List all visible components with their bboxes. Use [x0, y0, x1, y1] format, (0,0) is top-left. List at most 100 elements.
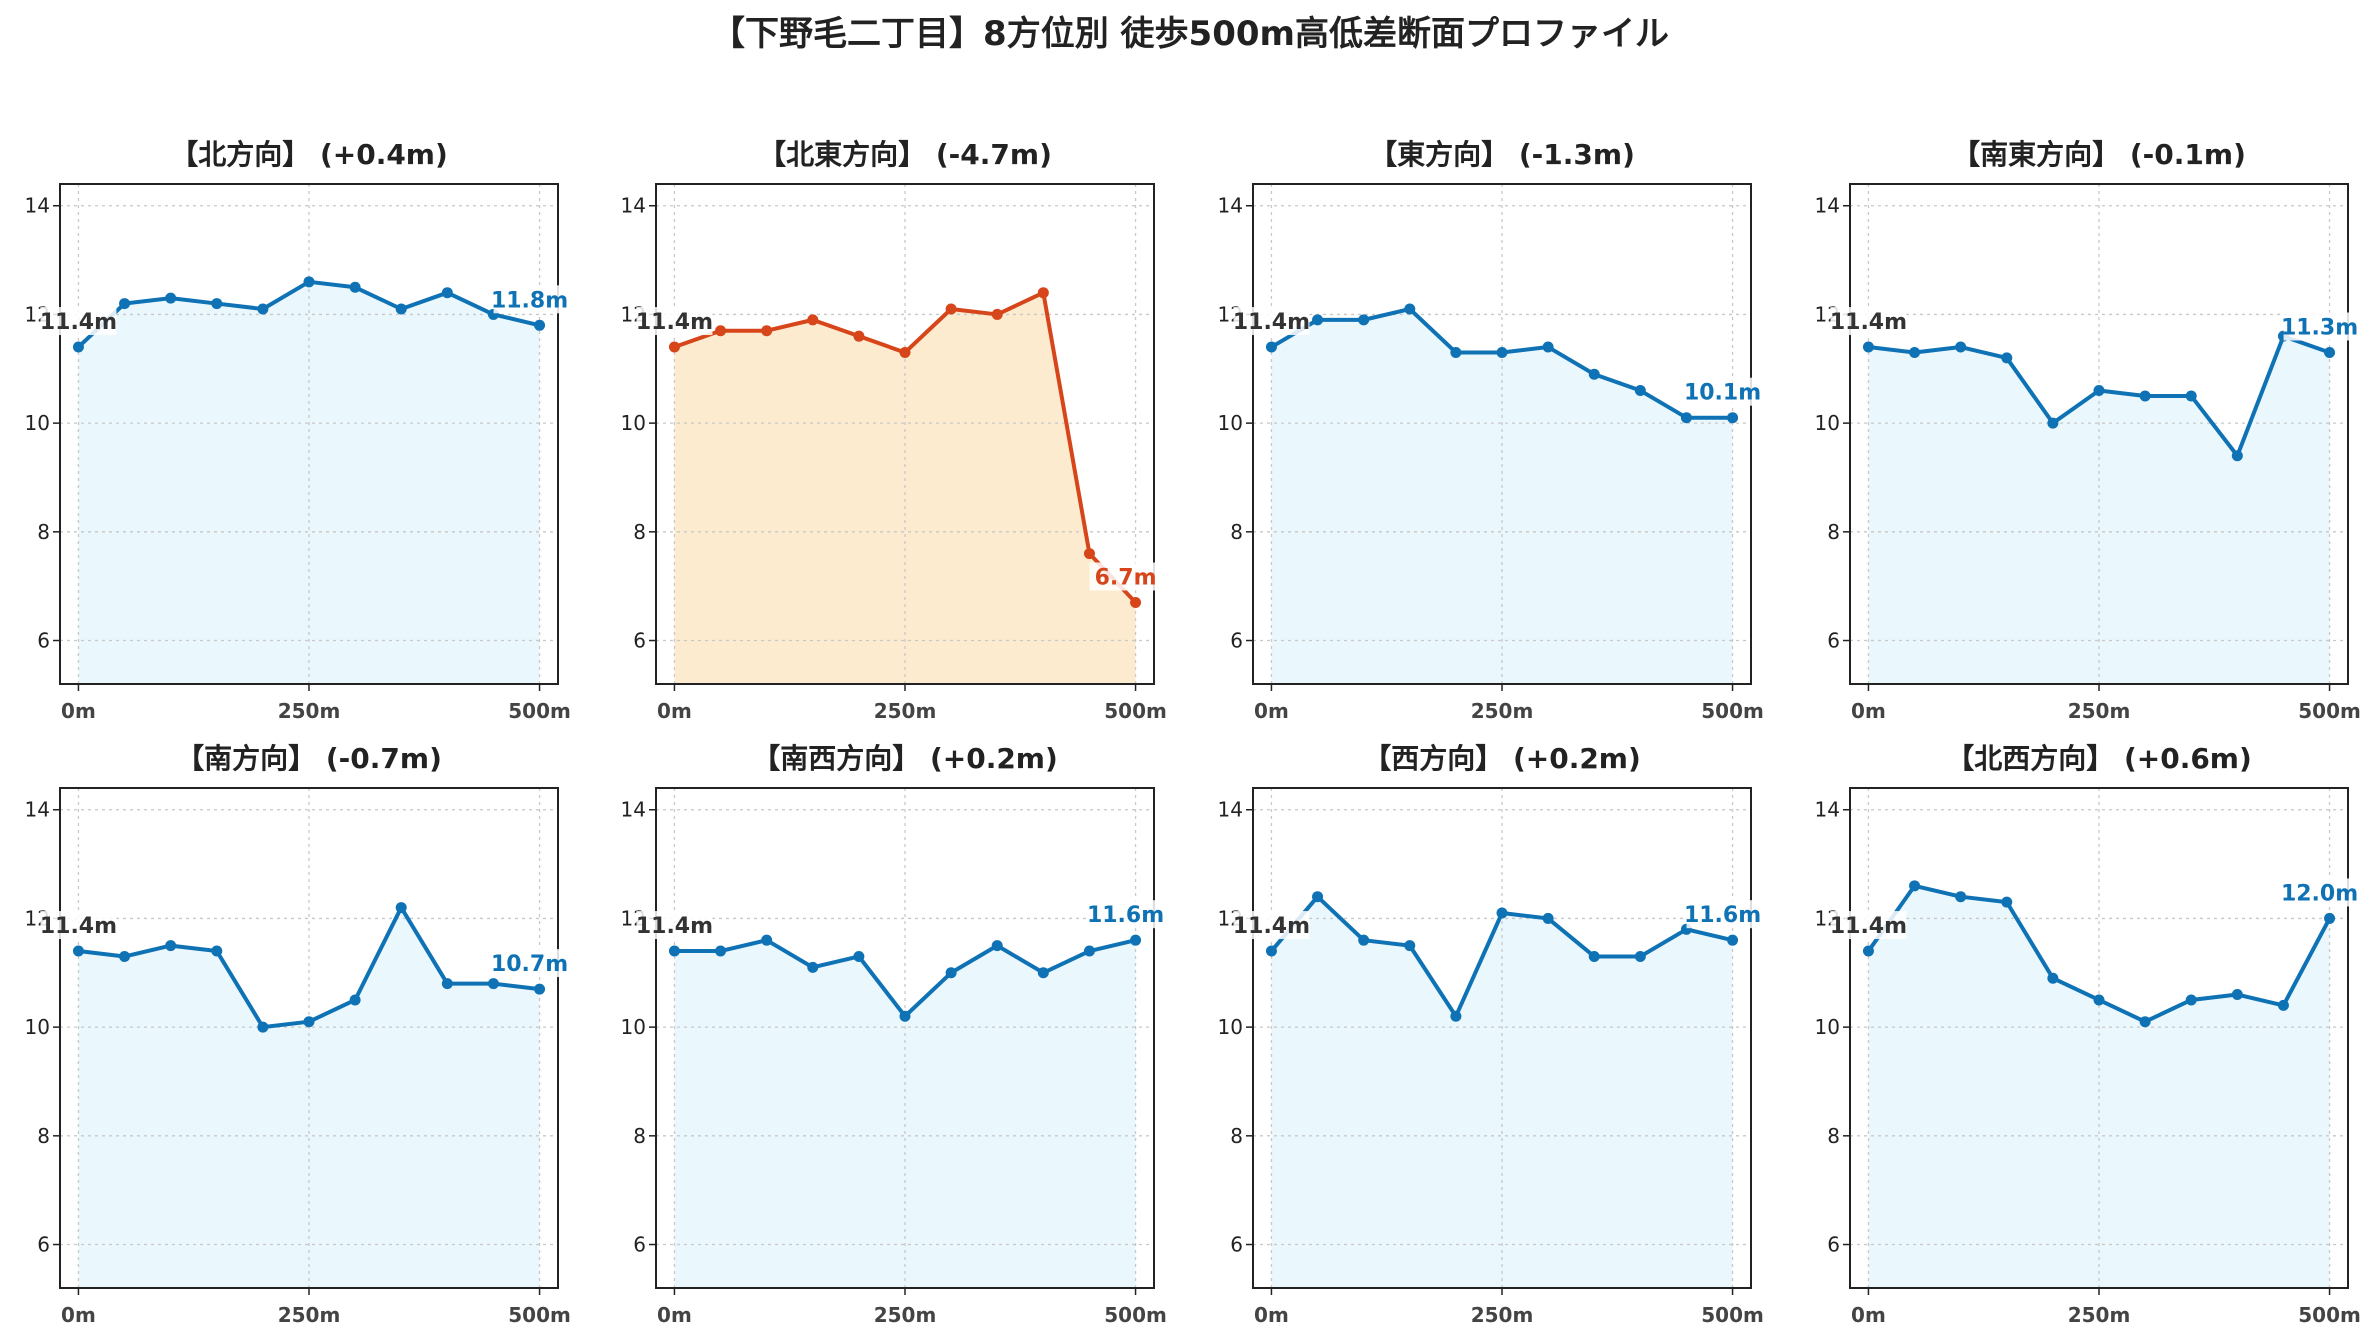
- y-tick-label: 10: [1815, 1015, 1840, 1039]
- data-point: [303, 1016, 315, 1028]
- data-point: [1404, 303, 1416, 315]
- data-point: [2324, 346, 2336, 358]
- start-elevation-label: 11.4m: [1830, 914, 1907, 939]
- data-point: [165, 292, 177, 304]
- start-label-background: [1233, 911, 1310, 940]
- data-point: [1634, 950, 1646, 962]
- data-point: [1542, 341, 1554, 353]
- data-point: [899, 346, 911, 358]
- y-tick-label: 6: [37, 629, 50, 653]
- elevation-area: [78, 281, 540, 684]
- data-point: [1037, 967, 1049, 979]
- data-point: [72, 341, 84, 353]
- end-label-background: [1686, 377, 1759, 406]
- data-point: [2231, 450, 2243, 462]
- data-point: [1083, 548, 1095, 560]
- data-point: [257, 1021, 269, 1033]
- data-point: [1862, 945, 1874, 957]
- end-elevation-label: 11.6m: [1684, 903, 1761, 928]
- start-label-background: [636, 307, 713, 336]
- y-tick-label: 6: [633, 1233, 646, 1257]
- data-point: [853, 950, 865, 962]
- data-point: [1358, 314, 1370, 326]
- data-point: [2185, 390, 2197, 402]
- y-tick-label: 8: [1827, 520, 1840, 544]
- end-elevation-label: 11.6m: [1087, 903, 1164, 928]
- end-label-background: [1089, 562, 1162, 591]
- data-point: [2139, 1016, 2151, 1028]
- x-tick-label: 0m: [1851, 699, 1886, 723]
- x-tick-label: 0m: [1851, 1303, 1886, 1327]
- x-tick-label: 500m: [508, 699, 571, 723]
- y-tick-label: 14: [621, 798, 646, 822]
- end-label-background: [493, 285, 566, 314]
- y-tick-label: 6: [633, 629, 646, 653]
- panel-title: 【南東方向】 (-0.1m): [1952, 138, 2246, 171]
- x-tick-label: 500m: [508, 1303, 571, 1327]
- start-elevation-label: 11.4m: [1233, 914, 1310, 939]
- data-point: [2139, 390, 2151, 402]
- data-point: [303, 276, 315, 288]
- data-point: [715, 945, 727, 957]
- data-point: [349, 994, 361, 1006]
- data-point: [807, 314, 819, 326]
- data-point: [1496, 346, 1508, 358]
- data-point: [899, 1010, 911, 1022]
- x-tick-label: 250m: [1471, 699, 1534, 723]
- start-elevation-label: 11.4m: [636, 310, 713, 335]
- y-tick-label: 10: [621, 411, 646, 435]
- y-tick-label: 10: [1218, 411, 1243, 435]
- data-point: [1680, 412, 1692, 424]
- data-point: [2047, 972, 2059, 984]
- data-point: [991, 308, 1003, 320]
- data-point: [1358, 934, 1370, 946]
- x-tick-label: 500m: [2298, 1303, 2361, 1327]
- data-point: [945, 967, 957, 979]
- data-point: [853, 330, 865, 342]
- data-point: [1496, 907, 1508, 919]
- data-point: [441, 287, 453, 299]
- data-point: [1130, 934, 1142, 946]
- y-tick-label: 6: [1230, 629, 1243, 653]
- elevation-area: [1271, 896, 1733, 1288]
- figure-title: 【下野毛二丁目】8方位別 徒歩500m高低差断面プロファイル: [711, 14, 1669, 54]
- x-tick-label: 0m: [61, 699, 96, 723]
- x-tick-label: 250m: [874, 699, 937, 723]
- data-point: [119, 298, 131, 310]
- y-tick-label: 10: [25, 1015, 50, 1039]
- start-label-background: [1830, 911, 1907, 940]
- data-point: [487, 978, 499, 990]
- x-tick-label: 500m: [1104, 699, 1167, 723]
- data-point: [1312, 314, 1324, 326]
- data-point: [1450, 1010, 1462, 1022]
- start-elevation-label: 11.4m: [1830, 310, 1907, 335]
- data-point: [1634, 385, 1646, 397]
- data-point: [165, 940, 177, 952]
- start-label-background: [40, 307, 117, 336]
- data-point: [395, 303, 407, 315]
- end-elevation-label: 11.3m: [2281, 315, 2358, 340]
- x-tick-label: 250m: [278, 699, 341, 723]
- data-point: [1955, 891, 1967, 903]
- data-point: [1312, 891, 1324, 903]
- start-elevation-label: 11.4m: [1233, 310, 1310, 335]
- y-tick-label: 6: [1827, 629, 1840, 653]
- y-tick-label: 14: [25, 194, 50, 218]
- elevation-area: [1868, 885, 2330, 1288]
- y-tick-label: 10: [25, 411, 50, 435]
- data-point: [1037, 287, 1049, 299]
- panel-title: 【東方向】 (-1.3m): [1369, 138, 1635, 171]
- data-point: [1909, 346, 1921, 358]
- data-point: [1727, 934, 1739, 946]
- data-point: [2324, 912, 2336, 924]
- end-label-background: [2283, 312, 2356, 341]
- data-point: [668, 945, 680, 957]
- elevation-area: [1271, 309, 1733, 684]
- y-tick-label: 8: [633, 1124, 646, 1148]
- x-tick-label: 250m: [874, 1303, 937, 1327]
- panel-title: 【南方向】 (-0.7m): [176, 742, 442, 775]
